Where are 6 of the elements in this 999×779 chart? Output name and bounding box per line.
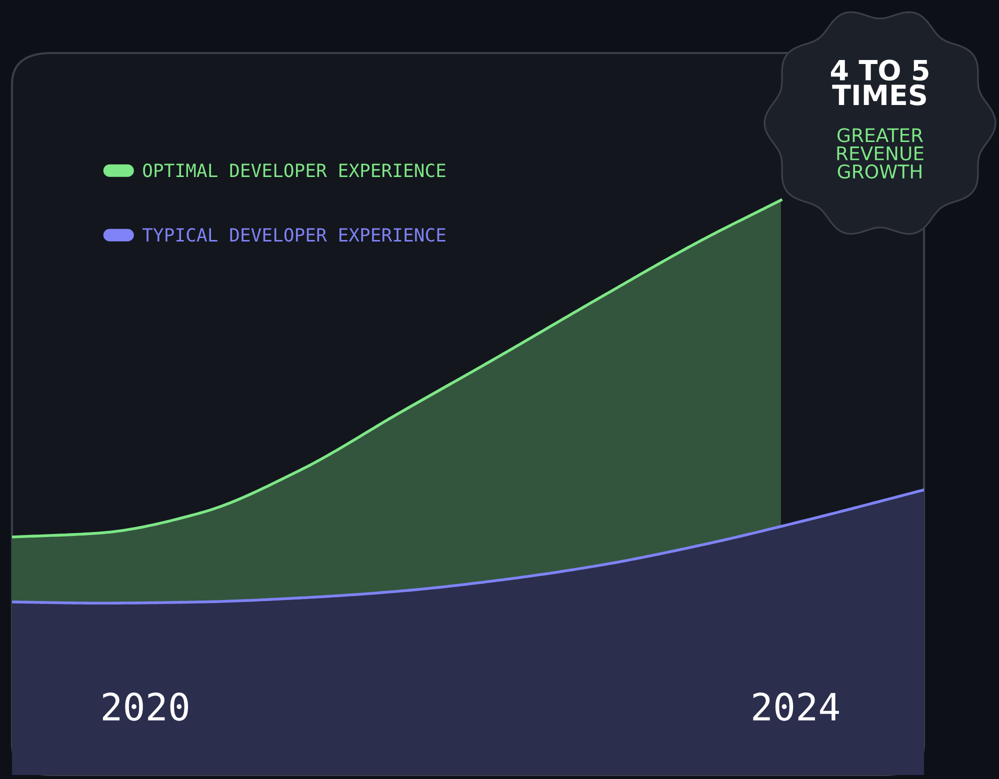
- legend-label: OPTIMAL DEVELOPER EXPERIENCE: [143, 164, 446, 178]
- x-tick-label: 2020: [102, 692, 188, 721]
- text: 4 TO 5 TIMES: [830, 60, 928, 106]
- legend-label: TYPICAL DEVELOPER EXPERIENCE: [142, 228, 446, 242]
- x-tick-label: 2024: [753, 692, 839, 721]
- text: GREATER REVENUE GROWTH: [837, 128, 924, 179]
